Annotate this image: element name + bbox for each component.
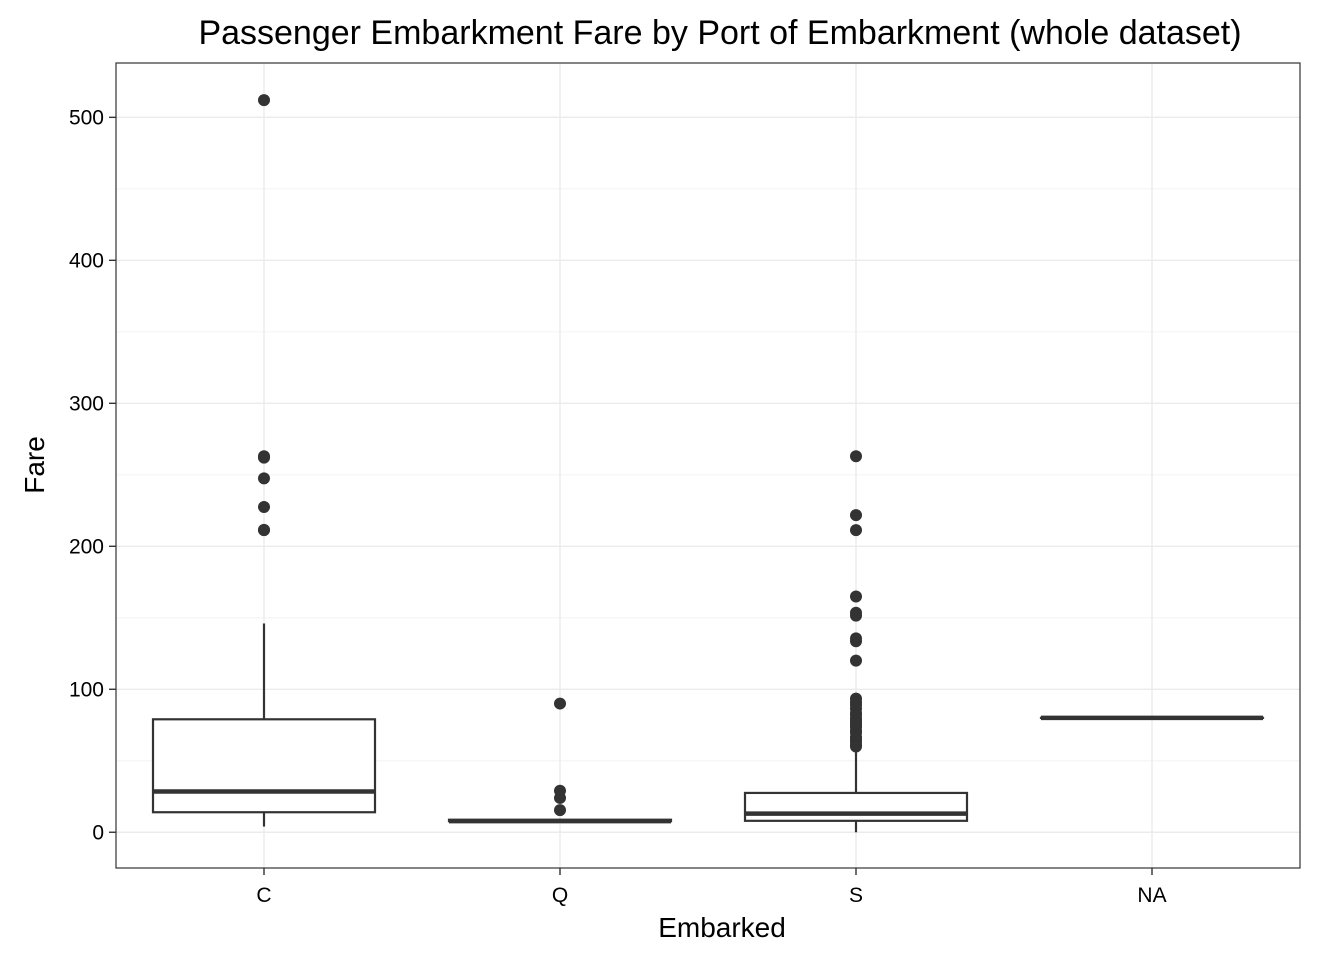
y-tick-label: 100 [69,678,104,701]
x-tick-label-c: C [256,884,271,907]
y-axis: 0 100 200 300 400 500 [69,106,116,844]
x-axis: C Q S NA [256,868,1166,907]
outlier-point [850,610,862,622]
box-iqr [745,793,967,821]
x-tick-label-s: S [849,884,863,907]
outlier-point [258,501,270,513]
outlier-point [850,740,862,752]
outlier-point [258,94,270,106]
outlier-point [554,792,566,804]
outlier-point [258,452,270,464]
outlier-point [850,509,862,521]
outlier-point [850,524,862,536]
x-tick-label-na: NA [1137,884,1166,907]
outlier-point [850,590,862,602]
y-axis-title: Fare [19,436,50,494]
outlier-point [850,635,862,647]
outlier-point [850,655,862,667]
chart-title: Passenger Embarkment Fare by Port of Emb… [198,14,1241,52]
y-tick-label: 0 [92,821,104,844]
outlier-point [554,698,566,710]
y-tick-label: 200 [69,535,104,558]
outlier-point [258,472,270,484]
outlier-point [554,804,566,816]
y-tick-label: 300 [69,392,104,415]
outlier-point [258,524,270,536]
y-tick-label: 500 [69,106,104,129]
y-tick-label: 400 [69,249,104,272]
outlier-point [850,450,862,462]
x-axis-title: Embarked [658,912,786,943]
x-tick-label-q: Q [552,884,568,907]
box-iqr [153,719,375,812]
